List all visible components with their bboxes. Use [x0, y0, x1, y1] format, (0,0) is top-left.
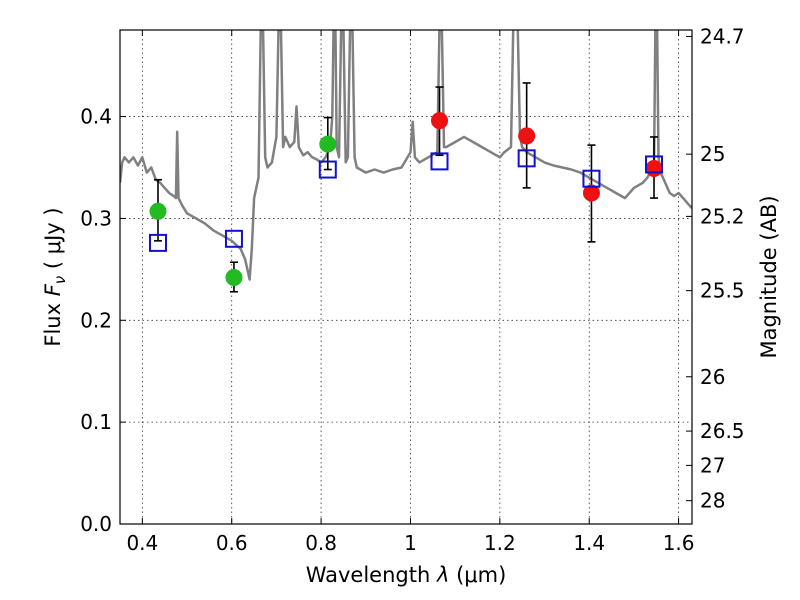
model-square-point [430, 152, 449, 171]
x-tick-label: 1.4 [573, 531, 605, 555]
y-tick-label: 0.4 [80, 105, 112, 129]
model-square-point [517, 149, 536, 168]
photometry-point [149, 202, 167, 220]
photometry-point [319, 135, 337, 153]
x-tick-label: 1.6 [663, 531, 695, 555]
y2-tick-label: 25 [700, 142, 725, 166]
photometry-point [518, 127, 536, 145]
y2-axis-label: Magnitude (AB) [757, 195, 781, 358]
model-square-point [318, 160, 337, 179]
model-square-point [582, 169, 601, 188]
y-axis-label: Flux Fν ( μJy ) [41, 207, 69, 346]
plot-frame [119, 29, 693, 525]
x-tick-label: 0.6 [216, 531, 248, 555]
y2-tick-label: 28 [700, 489, 725, 513]
x-tick-label: 0.8 [305, 531, 337, 555]
y2-tick-label: 24.7 [700, 24, 745, 48]
photometry-point [431, 112, 449, 130]
y2-tick-label: 26.5 [700, 419, 745, 443]
axes: 0.4 0.6 0.8 1 1.2 1.4 1.6 0.0 0.1 0.2 0.3 0.4 24.7 25… [80, 24, 744, 555]
model-square-point [645, 155, 664, 174]
photometry-point [225, 269, 243, 287]
y-tick-label: 0.3 [80, 206, 112, 230]
photometry-point [645, 160, 663, 178]
grid-lines [120, 30, 692, 525]
y-tick-label: 0.2 [80, 308, 112, 332]
y2-tick-label: 25.5 [700, 279, 745, 303]
x-axis-label: Wavelength λ (μm) [306, 563, 507, 587]
y-tick-label: 0.1 [80, 410, 112, 434]
y2-tick-label: 27 [700, 453, 725, 477]
x-tick-label: 1 [404, 531, 417, 555]
model-square-point [224, 229, 243, 248]
y2-tick-label: 26 [700, 365, 725, 389]
x-tick-label: 0.4 [126, 531, 158, 555]
x-tick-label: 1.2 [484, 531, 516, 555]
model-square-point [148, 233, 167, 252]
plot-area [120, 30, 692, 293]
y-tick-label: 0.0 [80, 512, 112, 536]
photometry-point [582, 184, 600, 202]
y2-tick-label: 25.2 [700, 204, 745, 228]
spectrum-line [120, 30, 692, 281]
